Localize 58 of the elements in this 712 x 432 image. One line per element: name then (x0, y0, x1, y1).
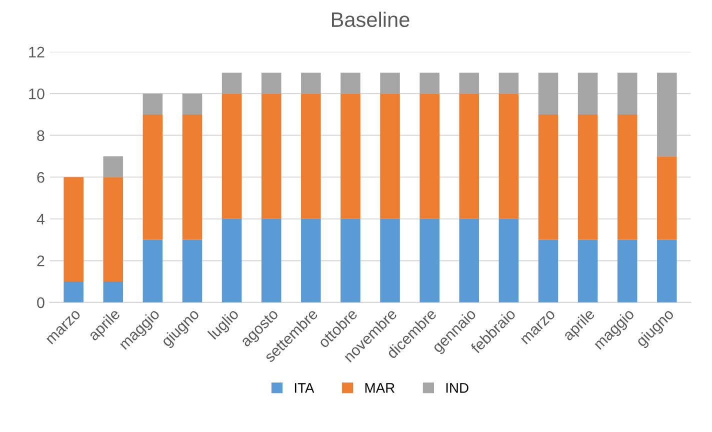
bar (301, 218, 321, 302)
bar (340, 218, 360, 302)
bar (538, 114, 558, 240)
bar (538, 240, 558, 302)
bar (459, 218, 480, 302)
bar (261, 94, 282, 219)
bar (182, 114, 202, 240)
bar (617, 114, 638, 240)
bar (459, 72, 480, 94)
bar (142, 240, 163, 302)
chart-title: Baseline (332, 12, 410, 28)
bar (380, 72, 400, 94)
bar (301, 72, 321, 94)
y-tick-label: 10 (29, 88, 44, 100)
bar (617, 240, 638, 302)
bar (142, 94, 163, 114)
bar (182, 94, 202, 114)
y-tick-label: 8 (37, 130, 44, 142)
bar (420, 72, 440, 94)
bar (222, 218, 242, 302)
legend-label: MAR (365, 383, 394, 393)
bar (498, 94, 519, 219)
bar (498, 218, 519, 302)
y-tick-label: 4 (36, 214, 45, 224)
bar (578, 114, 598, 240)
bar (64, 282, 84, 302)
y-tick-label: 12 (29, 46, 44, 58)
bar (261, 72, 282, 94)
bar (222, 72, 242, 94)
bar (617, 72, 638, 114)
legend-label: ITA (294, 383, 314, 393)
bar (459, 94, 480, 219)
bar (261, 218, 282, 302)
bar (103, 282, 124, 302)
bar (340, 94, 360, 219)
bar (64, 177, 84, 282)
bar (380, 218, 400, 302)
y-tick-label: 0 (37, 297, 44, 308)
legend-label: IND (446, 383, 468, 393)
bar (538, 72, 558, 114)
bar (420, 94, 440, 219)
bar (301, 94, 321, 219)
bar (380, 94, 400, 219)
bar (103, 156, 124, 178)
y-tick-label: 6 (37, 172, 44, 183)
bar (103, 177, 124, 282)
bar (657, 156, 677, 240)
bar (657, 72, 677, 156)
bar (420, 218, 440, 302)
bar (498, 72, 519, 94)
bar (578, 240, 598, 302)
bar (657, 240, 677, 302)
bar (578, 72, 598, 114)
bar (340, 72, 360, 94)
bar (142, 114, 163, 240)
bar (182, 240, 202, 302)
bar (222, 94, 242, 219)
y-tick-label: 2 (37, 256, 44, 266)
